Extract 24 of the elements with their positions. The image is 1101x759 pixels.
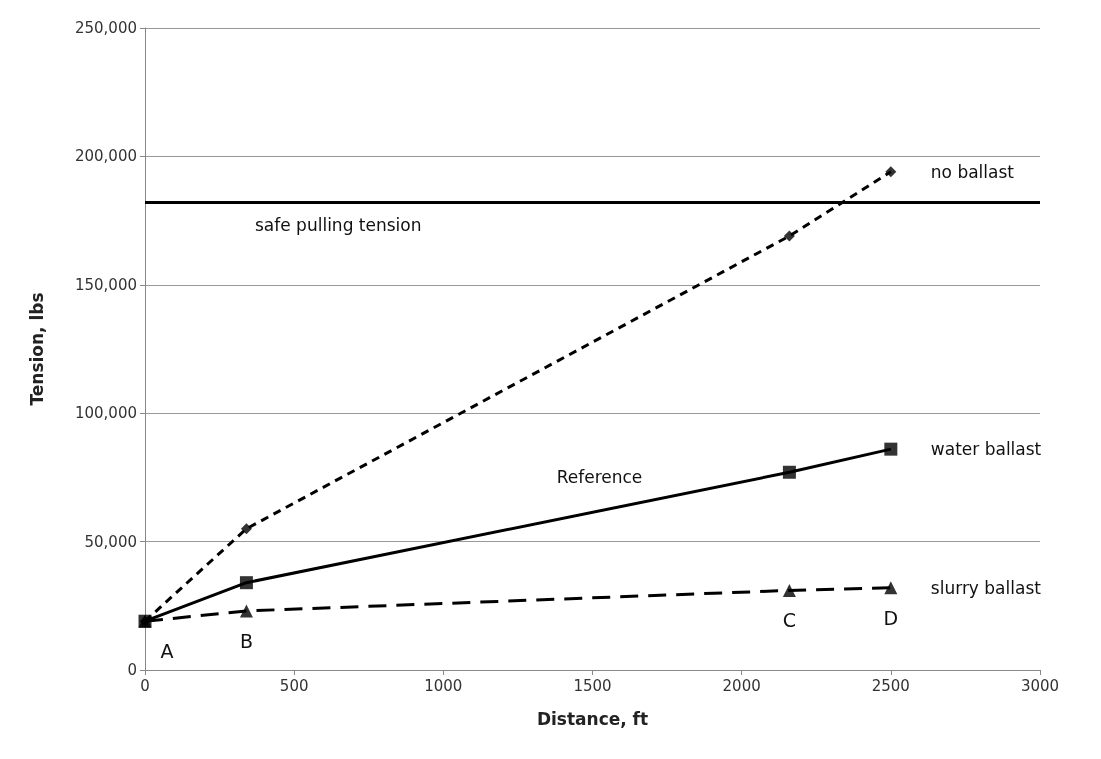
x-tick-label: 500 (279, 676, 309, 695)
y-tick-label: 100,000 (74, 404, 137, 423)
annotation: C (782, 609, 797, 632)
y-tick-label: 200,000 (74, 147, 137, 166)
annotation: D (883, 606, 899, 629)
annotation: Reference (556, 467, 643, 488)
y-tick-label: 0 (127, 661, 137, 679)
x-tick-label: 3000 (1020, 676, 1060, 695)
text: no ballast (930, 161, 1015, 182)
x-tick-label: 1000 (424, 676, 463, 695)
x-tick-label: 2500 (871, 676, 910, 695)
y-tick-label: 50,000 (84, 532, 137, 551)
annotation: A (160, 640, 174, 663)
x-axis-title: Distance, ft (536, 708, 649, 729)
y-tick-label: 250,000 (74, 19, 137, 37)
x-tick-label: 1500 (573, 676, 612, 695)
y-axis-title: Tension, lbs (26, 292, 47, 406)
y-tick-label: 150,000 (74, 275, 137, 294)
series-label: water ballast (930, 439, 1042, 460)
ref-line-label: safe pulling tension (255, 215, 422, 236)
series-label: slurry ballast (930, 577, 1042, 598)
x-tick-label: 0 (140, 676, 150, 695)
x-tick-label: 2000 (722, 676, 761, 695)
annotation: B (239, 629, 253, 652)
